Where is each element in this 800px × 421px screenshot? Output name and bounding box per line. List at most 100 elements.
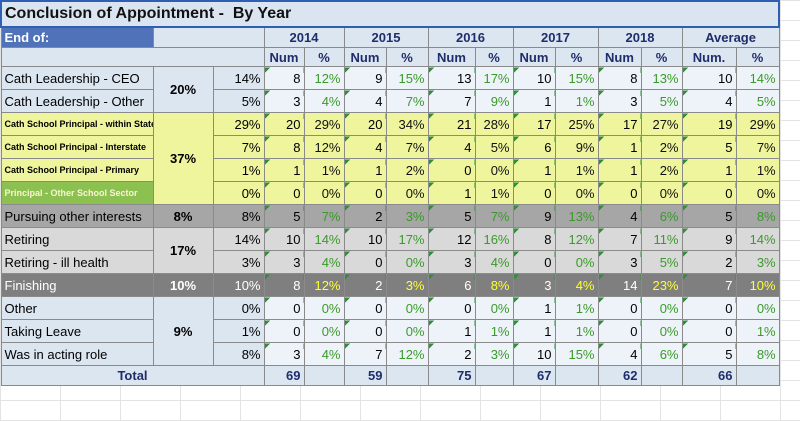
blank-cell: [303, 365, 345, 386]
count-cell: 3: [263, 250, 305, 274]
percent-cell: 23%: [640, 273, 683, 297]
year-header: 2014: [263, 26, 345, 48]
count-cell: 8: [512, 227, 556, 251]
row-label: Retiring: [0, 227, 154, 251]
percent-cell: 15%: [554, 66, 599, 90]
count-cell: 21: [427, 112, 476, 136]
count-cell: 3: [597, 250, 642, 274]
blank-cell: [385, 365, 429, 386]
table-row: Total 69 59 75 67 62 66: [0, 365, 780, 386]
percent-cell: 0%: [640, 319, 683, 343]
table-row: Retiring - ill health 3% 3 4% 0 0% 3 4% 0 0% 3 5% 2 3…: [0, 250, 780, 274]
total-value: 66: [681, 365, 737, 386]
row-group: Pursuing other interests 8% 8% 5 7% 2 3% 5 7% 9 13…: [0, 204, 780, 228]
percent-cell: 1%: [554, 319, 599, 343]
percent-cell: 9%: [474, 89, 514, 113]
percent-cell: 8%: [735, 204, 780, 228]
row-group: Other 9% 0% 0 0% 0 0% 0 0% 1 1% 0 0% 0 0% Taking Leave 1…: [0, 296, 780, 366]
group-share: 10%: [152, 273, 214, 297]
table-row: Conclusion of Appointment - By Year: [0, 0, 781, 28]
count-cell: 4: [597, 204, 642, 228]
count-cell: 4: [681, 89, 737, 113]
column-header: Num: [263, 47, 305, 67]
row-label: Taking Leave: [0, 319, 154, 343]
percent-cell: 27%: [640, 112, 683, 136]
count-cell: 10: [512, 342, 556, 366]
percent-cell: 29%: [735, 112, 780, 136]
row-share: 8%: [212, 342, 265, 366]
percent-cell: 0%: [385, 250, 429, 274]
count-cell: 1: [512, 158, 556, 182]
count-cell: 8: [597, 66, 642, 90]
percent-cell: 0%: [303, 319, 345, 343]
count-cell: 7: [681, 273, 737, 297]
table-row: Num% Num% Num% Num% Num% Num.%: [0, 47, 780, 67]
count-cell: 0: [343, 296, 387, 320]
count-cell: 20: [263, 112, 305, 136]
year-header: 2017: [512, 26, 599, 48]
column-header: %: [474, 47, 514, 67]
row-share: 1%: [212, 319, 265, 343]
group-share: 37%: [152, 112, 214, 205]
blank-cell: [474, 365, 514, 386]
percent-cell: 15%: [554, 342, 599, 366]
column-header: Num: [343, 47, 387, 67]
percent-cell: 25%: [554, 112, 599, 136]
percent-cell: 1%: [735, 319, 780, 343]
table-row: Pursuing other interests 8% 8% 5 7% 2 3% 5 7% 9 13…: [0, 204, 780, 228]
percent-cell: 7%: [385, 89, 429, 113]
percent-cell: 5%: [640, 250, 683, 274]
count-cell: 1: [597, 158, 642, 182]
row-group: Cath School Principal - within State 37% 2…: [0, 112, 780, 205]
percent-cell: 0%: [474, 296, 514, 320]
count-cell: 17: [512, 112, 556, 136]
group-share: 8%: [152, 204, 214, 228]
blank-cell: [152, 26, 265, 48]
count-cell: 9: [512, 204, 556, 228]
count-cell: 10: [512, 66, 556, 90]
percent-cell: 12%: [303, 66, 345, 90]
row-share: 10%: [212, 273, 265, 297]
percent-cell: 2%: [640, 158, 683, 182]
row-label: Cath School Principal - Interstate: [0, 135, 154, 159]
count-cell: 4: [343, 135, 387, 159]
appointment-table: Conclusion of Appointment - By Year End o…: [0, 0, 781, 386]
table-row: Taking Leave 1% 0 0% 0 0% 1 1% 1 1% 0 0% 0 1%: [0, 319, 780, 343]
year-header: 2016: [427, 26, 514, 48]
count-cell: 6: [512, 135, 556, 159]
row-label: Pursuing other interests: [0, 204, 154, 228]
row-share: 29%: [212, 112, 265, 136]
percent-cell: 8%: [474, 273, 514, 297]
percent-cell: 0%: [303, 296, 345, 320]
percent-cell: 5%: [640, 89, 683, 113]
total-value: 69: [263, 365, 305, 386]
count-cell: 3: [263, 89, 305, 113]
count-cell: 0: [427, 158, 476, 182]
row-label: Cath School Principal - Primary: [0, 158, 154, 182]
row-label: Cath Leadership - Other: [0, 89, 154, 113]
percent-cell: 0%: [735, 181, 780, 205]
count-cell: 9: [343, 66, 387, 90]
table-row: Other 9% 0% 0 0% 0 0% 0 0% 1 1% 0 0% 0 0%: [0, 296, 780, 366]
column-header: %: [640, 47, 683, 67]
count-cell: 4: [427, 135, 476, 159]
group-share: 9%: [152, 296, 214, 366]
count-cell: 0: [681, 296, 737, 320]
percent-cell: 14%: [303, 227, 345, 251]
count-cell: 5: [681, 204, 737, 228]
percent-cell: 8%: [735, 342, 780, 366]
count-cell: 5: [681, 135, 737, 159]
row-label: Finishing: [0, 273, 154, 297]
table-row: Retiring 17% 14% 10 14% 10 17% 12 16% 8 12% 7 11% 9 14…: [0, 227, 780, 274]
count-cell: 5: [427, 204, 476, 228]
count-cell: 3: [263, 342, 305, 366]
column-header: %: [735, 47, 780, 67]
percent-cell: 0%: [474, 158, 514, 182]
column-header: Num: [512, 47, 556, 67]
table-row: Finishing 10% 10% 8 12% 2 3% 6 8% 3 4% 14 23% 7 10%: [0, 273, 780, 297]
percent-cell: 2%: [385, 158, 429, 182]
sheet-title: Conclusion of Appointment - By Year: [0, 0, 781, 28]
percent-cell: 14%: [735, 66, 780, 90]
count-cell: 9: [681, 227, 737, 251]
